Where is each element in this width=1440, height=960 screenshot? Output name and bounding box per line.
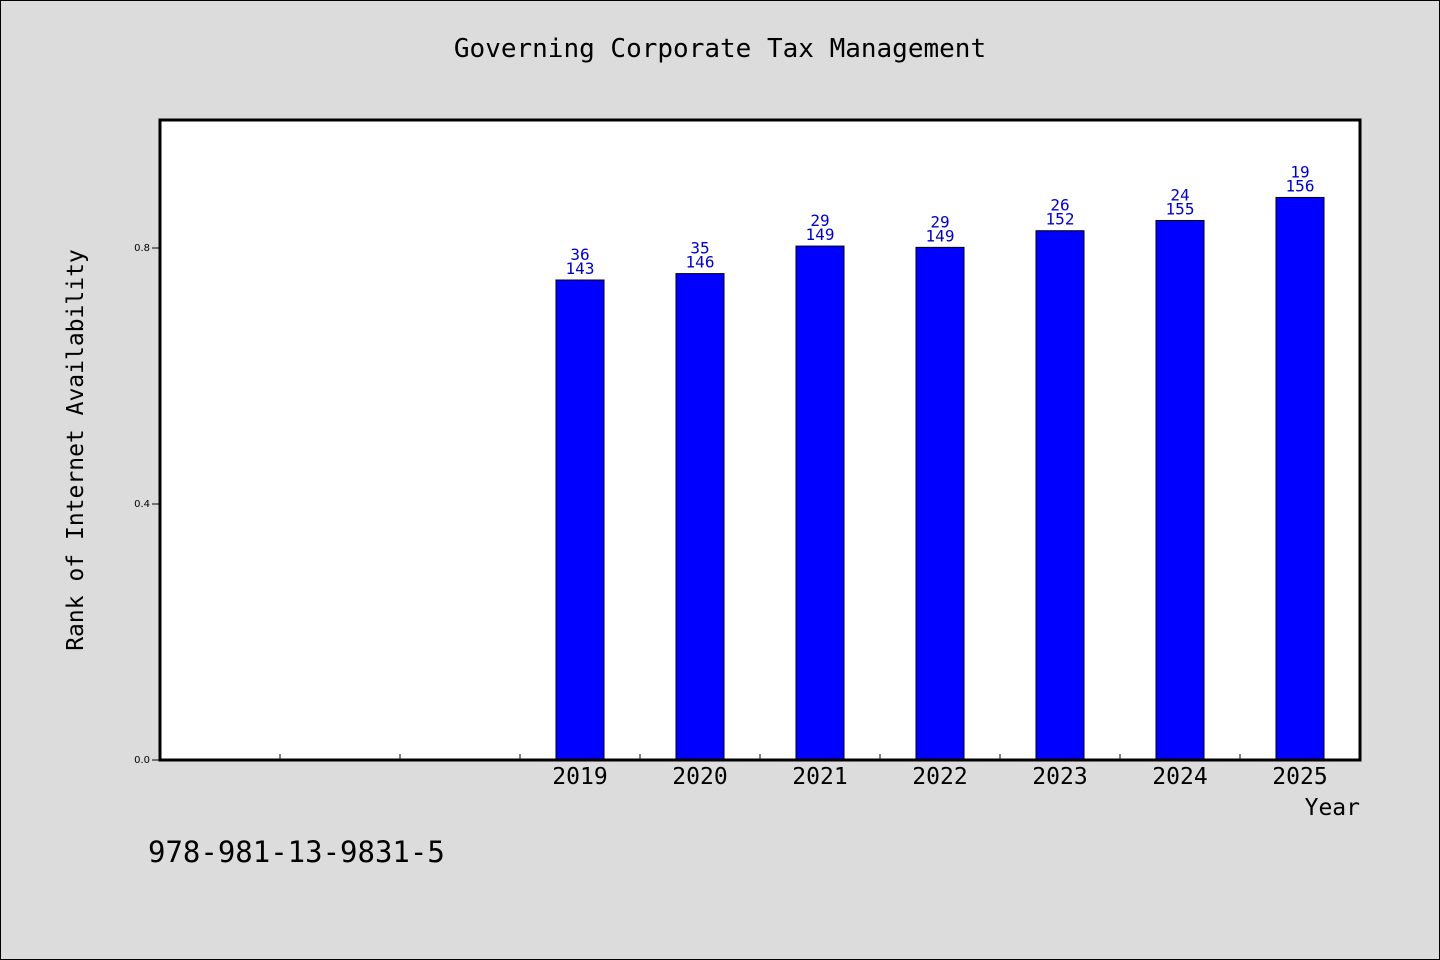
bar-label-top: 29 bbox=[810, 211, 829, 230]
x-axis-label: Year bbox=[1304, 795, 1360, 821]
x-tick-label: 2024 bbox=[1152, 764, 1207, 790]
x-tick-label: 2023 bbox=[1032, 764, 1087, 790]
bar-2023 bbox=[1035, 230, 1085, 761]
bar-label-bottom: 149 bbox=[806, 225, 835, 244]
bar-label-bottom: 156 bbox=[1286, 176, 1315, 195]
plot-frame bbox=[158, 118, 1362, 762]
bar-label-bottom: 143 bbox=[566, 259, 595, 278]
bar-label-top: 36 bbox=[570, 245, 589, 264]
bar-2020 bbox=[675, 273, 725, 761]
bar-2021 bbox=[795, 245, 845, 761]
bar-label-bottom: 149 bbox=[926, 226, 955, 245]
isbn-footer: 978-981-13-9831-5 bbox=[148, 835, 445, 869]
bar-2019 bbox=[555, 279, 605, 761]
bar-label-top: 26 bbox=[1050, 196, 1069, 215]
y-tick-label: 0.8 bbox=[134, 243, 150, 254]
x-tick-label: 2025 bbox=[1272, 764, 1327, 790]
bar-label-top: 19 bbox=[1290, 162, 1309, 181]
bar-label-bottom: 152 bbox=[1046, 210, 1075, 229]
bar-label-bottom: 155 bbox=[1166, 199, 1195, 218]
bar-label-top: 24 bbox=[1170, 185, 1189, 204]
bar-label-bottom: 146 bbox=[686, 253, 715, 272]
bar-label-top: 35 bbox=[690, 239, 709, 258]
x-tick-label: 2021 bbox=[792, 764, 847, 790]
bar-label-top: 29 bbox=[930, 212, 949, 231]
x-tick-label: 2022 bbox=[912, 764, 967, 790]
x-tick-label: 2020 bbox=[672, 764, 727, 790]
y-tick-label: 0.0 bbox=[134, 755, 150, 766]
y-tick-label: 0.4 bbox=[134, 499, 150, 510]
chart-title: Governing Corporate Tax Management bbox=[453, 34, 987, 64]
bar-2022 bbox=[915, 246, 965, 761]
bar-2024 bbox=[1155, 219, 1205, 761]
x-tick-label: 2019 bbox=[552, 764, 607, 790]
bar-2025 bbox=[1275, 196, 1325, 761]
